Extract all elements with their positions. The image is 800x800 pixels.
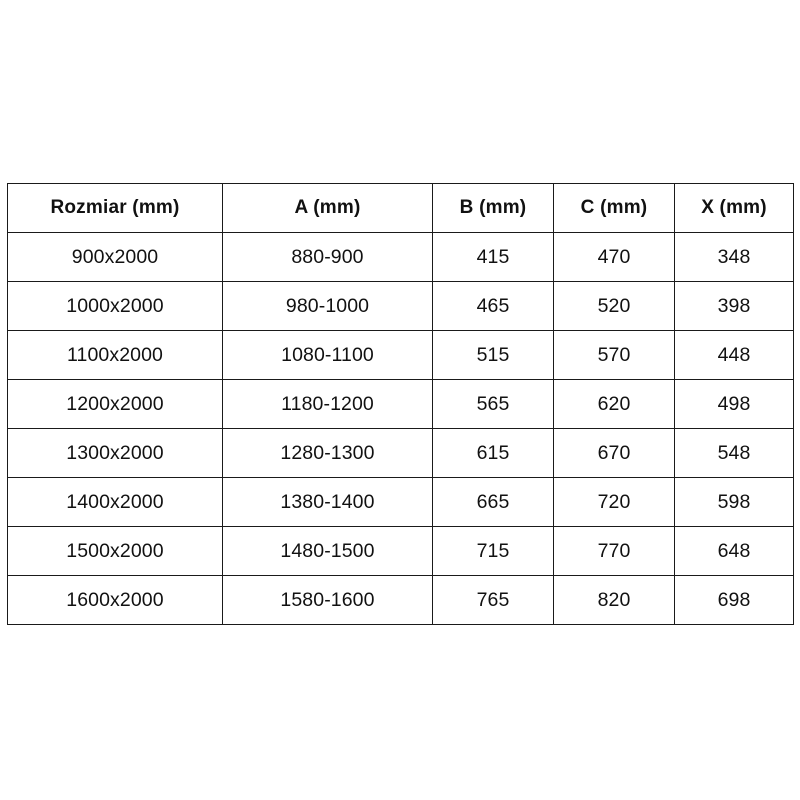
table-row: 1600x2000 1580-1600 765 820 698 <box>7 575 794 625</box>
cell-c: 720 <box>553 477 675 527</box>
cell-x: 598 <box>674 477 794 527</box>
cell-size: 900x2000 <box>7 232 223 282</box>
cell-b: 565 <box>432 379 554 429</box>
cell-size: 1000x2000 <box>7 281 223 331</box>
cell-x: 448 <box>674 330 794 380</box>
cell-x: 398 <box>674 281 794 331</box>
cell-size: 1100x2000 <box>7 330 223 380</box>
column-header-size: Rozmiar (mm) <box>7 183 223 233</box>
table-row: 1400x2000 1380-1400 665 720 598 <box>7 477 794 527</box>
cell-b: 515 <box>432 330 554 380</box>
size-table: Rozmiar (mm) A (mm) B (mm) C (mm) X (mm)… <box>7 183 794 625</box>
cell-size: 1200x2000 <box>7 379 223 429</box>
table-body: 900x2000 880-900 415 470 348 1000x2000 9… <box>7 232 794 625</box>
table-header-row: Rozmiar (mm) A (mm) B (mm) C (mm) X (mm) <box>7 183 794 233</box>
cell-c: 770 <box>553 526 675 576</box>
column-header-a: A (mm) <box>222 183 433 233</box>
column-header-c: C (mm) <box>553 183 675 233</box>
cell-c: 620 <box>553 379 675 429</box>
size-table-container: Rozmiar (mm) A (mm) B (mm) C (mm) X (mm)… <box>7 183 794 625</box>
cell-b: 415 <box>432 232 554 282</box>
cell-x: 648 <box>674 526 794 576</box>
cell-c: 820 <box>553 575 675 625</box>
column-header-b: B (mm) <box>432 183 554 233</box>
table-row: 1000x2000 980-1000 465 520 398 <box>7 281 794 331</box>
cell-b: 615 <box>432 428 554 478</box>
cell-b: 765 <box>432 575 554 625</box>
table-row: 900x2000 880-900 415 470 348 <box>7 232 794 282</box>
cell-a: 1380-1400 <box>222 477 433 527</box>
cell-size: 1600x2000 <box>7 575 223 625</box>
cell-a: 980-1000 <box>222 281 433 331</box>
cell-x: 498 <box>674 379 794 429</box>
cell-b: 465 <box>432 281 554 331</box>
column-header-x: X (mm) <box>674 183 794 233</box>
cell-x: 348 <box>674 232 794 282</box>
cell-a: 1580-1600 <box>222 575 433 625</box>
cell-a: 1180-1200 <box>222 379 433 429</box>
cell-b: 665 <box>432 477 554 527</box>
cell-x: 548 <box>674 428 794 478</box>
table-row: 1500x2000 1480-1500 715 770 648 <box>7 526 794 576</box>
table-row: 1300x2000 1280-1300 615 670 548 <box>7 428 794 478</box>
cell-a: 880-900 <box>222 232 433 282</box>
table-header: Rozmiar (mm) A (mm) B (mm) C (mm) X (mm) <box>7 183 794 233</box>
cell-a: 1480-1500 <box>222 526 433 576</box>
cell-c: 470 <box>553 232 675 282</box>
cell-c: 520 <box>553 281 675 331</box>
cell-a: 1080-1100 <box>222 330 433 380</box>
cell-b: 715 <box>432 526 554 576</box>
table-row: 1100x2000 1080-1100 515 570 448 <box>7 330 794 380</box>
table-row: 1200x2000 1180-1200 565 620 498 <box>7 379 794 429</box>
cell-size: 1500x2000 <box>7 526 223 576</box>
cell-c: 670 <box>553 428 675 478</box>
cell-a: 1280-1300 <box>222 428 433 478</box>
cell-size: 1400x2000 <box>7 477 223 527</box>
cell-x: 698 <box>674 575 794 625</box>
cell-size: 1300x2000 <box>7 428 223 478</box>
cell-c: 570 <box>553 330 675 380</box>
